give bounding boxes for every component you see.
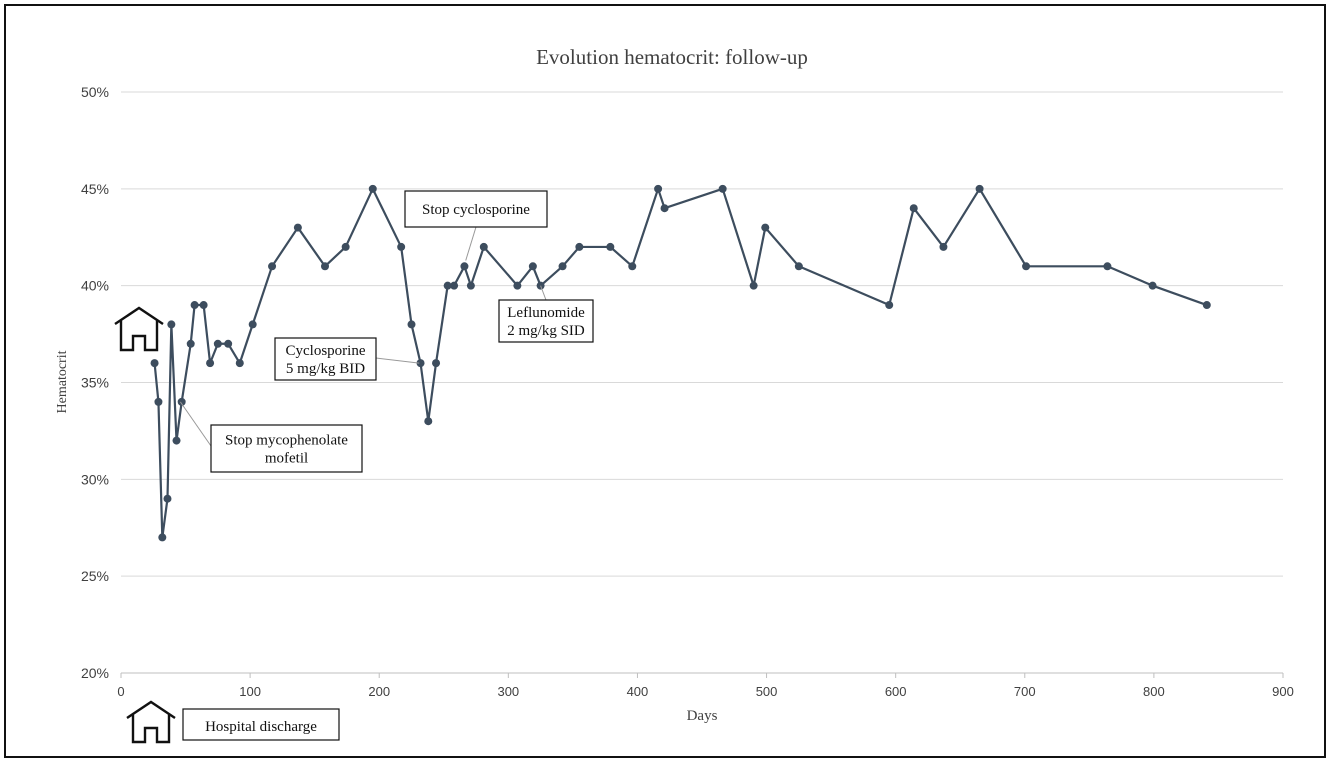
data-point <box>213 339 222 348</box>
data-point <box>885 301 894 310</box>
data-point <box>628 262 637 271</box>
data-point <box>199 301 208 310</box>
data-point <box>654 184 663 193</box>
data-point <box>190 301 199 310</box>
x-tick-label: 900 <box>1272 684 1294 699</box>
y-tick-label: 50% <box>81 84 109 100</box>
data-point <box>248 320 257 329</box>
data-point <box>450 281 459 290</box>
data-point <box>460 262 469 271</box>
callout-text: Cyclosporine 5 mg/kg BID <box>286 343 366 377</box>
callout-leader <box>465 226 477 261</box>
data-point <box>606 242 615 251</box>
annotation-callout: Leflunomide 2 mg/kg SID <box>498 285 594 343</box>
y-tick-label: 30% <box>81 471 109 487</box>
x-tick-label: 0 <box>117 684 124 699</box>
data-point <box>513 281 522 290</box>
data-point <box>206 359 215 368</box>
x-tick-label: 800 <box>1143 684 1165 699</box>
data-point <box>158 533 167 542</box>
annotations: Stop cyclosporine Leflunomide 2 mg/kg SID C… <box>179 190 594 473</box>
data-point <box>749 281 758 290</box>
data-point <box>407 320 416 329</box>
callout-text: Stop mycophenolate mofetil <box>225 433 348 467</box>
chart-title: Evolution hematocrit: follow-up <box>536 45 808 69</box>
x-tick-label: 300 <box>497 684 519 699</box>
data-point <box>718 184 727 193</box>
callout-text: Leflunomide 2 mg/kg SID <box>507 305 585 339</box>
x-tick-label: 200 <box>368 684 390 699</box>
x-axis-label: Days <box>687 708 718 724</box>
data-point <box>235 359 244 368</box>
chart-frame <box>4 4 1326 758</box>
annotation-callout: Stop mycophenolate mofetil <box>179 401 363 473</box>
data-point <box>293 223 302 232</box>
data-point <box>1103 262 1112 271</box>
x-tick-label: 600 <box>885 684 907 699</box>
data-point <box>1148 281 1157 290</box>
data-point <box>761 223 770 232</box>
x-tick-label: 100 <box>239 684 261 699</box>
callout-box <box>498 299 594 343</box>
data-point <box>443 281 452 290</box>
house-icon <box>114 306 164 352</box>
data-point <box>154 397 163 406</box>
callout-box <box>210 424 363 473</box>
data-point <box>1022 262 1031 271</box>
data-point <box>558 262 567 271</box>
data-point <box>368 184 377 193</box>
house-icon <box>126 700 176 744</box>
callout-leader <box>540 285 547 301</box>
callout-leader <box>179 401 212 447</box>
data-point <box>794 262 803 271</box>
data-point <box>150 359 159 368</box>
data-point <box>320 262 329 271</box>
callout-box <box>404 190 548 228</box>
axes: 20% 25% 30% 35% 40% 45% 50% 0 100 200 300 400 500 600… <box>81 84 1294 699</box>
y-tick-label: 20% <box>81 665 109 681</box>
callout-text: Stop cyclosporine <box>422 202 530 218</box>
series-layer <box>150 184 1211 542</box>
callout-box <box>274 337 377 381</box>
data-point <box>167 320 176 329</box>
data-point <box>466 281 475 290</box>
annotation-callout: Cyclosporine 5 mg/kg BID <box>274 337 420 381</box>
data-point <box>975 184 984 193</box>
legend-label: Hospital discharge <box>205 719 317 735</box>
y-tick-label: 35% <box>81 375 109 391</box>
data-point <box>432 359 441 368</box>
data-point <box>660 204 669 213</box>
data-point <box>909 204 918 213</box>
legend-hospital-discharge: Hospital discharge <box>126 700 340 744</box>
callout-leader <box>375 357 420 364</box>
data-point <box>575 242 584 251</box>
data-point <box>224 339 233 348</box>
x-tick-label: 700 <box>1014 684 1036 699</box>
x-tick-label: 400 <box>627 684 649 699</box>
data-point <box>268 262 277 271</box>
data-point <box>186 339 195 348</box>
y-tick-label: 45% <box>81 181 109 197</box>
data-point <box>177 397 186 406</box>
data-point <box>397 242 406 251</box>
x-tick-label: 500 <box>756 684 778 699</box>
y-tick-label: 25% <box>81 568 109 584</box>
data-point <box>416 359 425 368</box>
data-point <box>163 494 172 503</box>
y-axis-label: Hematocrit <box>55 350 70 413</box>
data-point <box>939 242 948 251</box>
data-point <box>341 242 350 251</box>
data-point <box>528 262 537 271</box>
gridlines <box>121 91 1283 674</box>
data-point <box>1202 301 1211 310</box>
y-tick-label: 40% <box>81 278 109 294</box>
data-point <box>424 417 433 426</box>
annotation-callout: Stop cyclosporine <box>404 190 548 261</box>
data-point <box>479 242 488 251</box>
data-point <box>172 436 181 445</box>
